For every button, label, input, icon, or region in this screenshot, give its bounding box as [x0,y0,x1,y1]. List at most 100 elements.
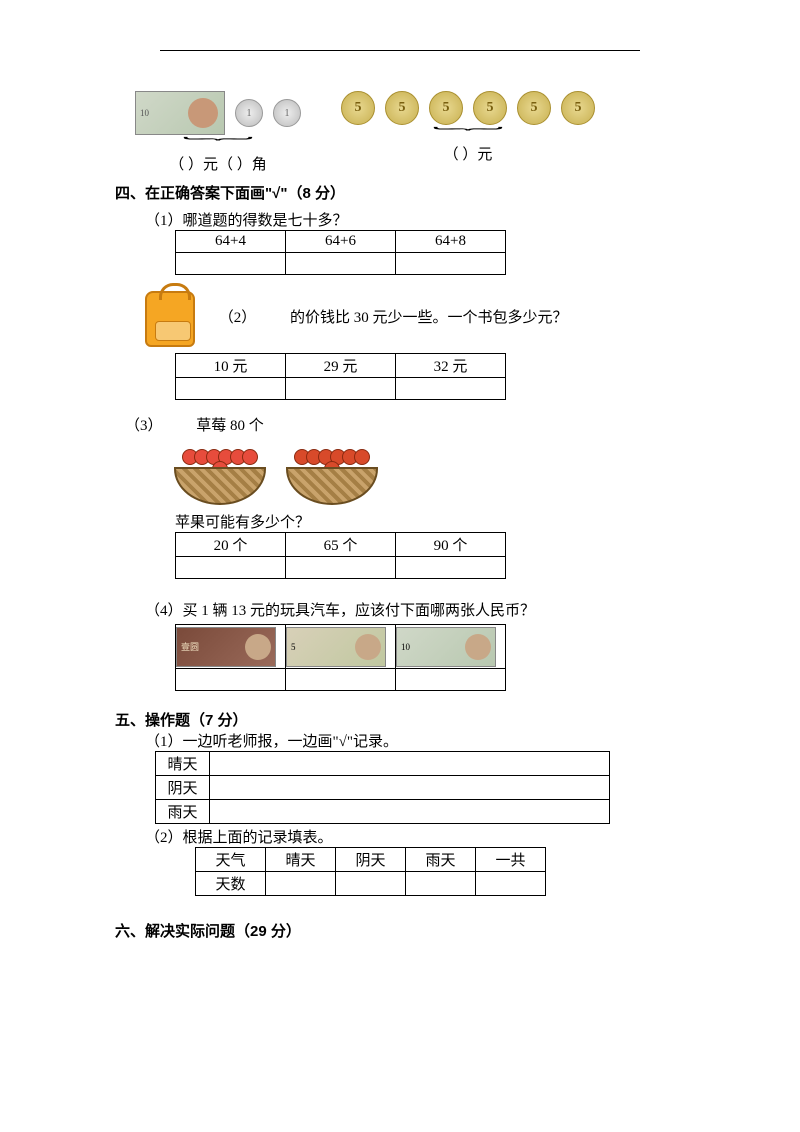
table-row: 20 个 65 个 90 个 [176,533,506,557]
bill-cell: 壹圆 [176,625,286,669]
coin-5-icon: 5 [341,91,375,125]
answer-cell[interactable] [286,557,396,579]
weather-summary-table: 天气 晴天 阴天 雨天 一共 天数 [195,847,546,896]
record-cell[interactable] [210,752,610,776]
bill-cell: 10 [396,625,506,669]
section-4-heading: 四、在正确答案下面画"√"（8 分） [115,182,685,203]
coin-5-icon: 5 [473,91,507,125]
opt-cell: 32 元 [396,354,506,378]
header-rule [160,50,640,51]
weather-label: 晴天 [156,752,210,776]
table-row: 64+4 64+6 64+8 [176,231,506,253]
section-6-heading: 六、解决实际问题（29 分） [115,920,685,941]
q4-2-table: 10 元 29 元 32 元 [175,353,506,400]
apple-basket-icon [282,435,382,505]
q5-1-text: （1）一边听老师报，一边画"√"记录。 [145,730,685,751]
coin-5-icon: 5 [561,91,595,125]
table-row [176,557,506,579]
q4-3-row: （3） 草莓 80 个 [125,414,685,505]
table-row: 阴天 [156,776,610,800]
weather-record-table: 晴天 阴天 雨天 [155,751,610,824]
money-group-right: 5 5 5 5 5 5 ︸ （ ）元 [341,91,595,174]
opt-cell: 64+8 [396,231,506,253]
answer-cell[interactable] [476,872,546,896]
table-row: 晴天 [156,752,610,776]
record-cell[interactable] [210,776,610,800]
answer-cell[interactable] [266,872,336,896]
table-row: 雨天 [156,800,610,824]
section-5-heading: 五、操作题（7 分） [115,709,685,730]
table-row: 天气 晴天 阴天 雨天 一共 [196,848,546,872]
header-cell: 天气 [196,848,266,872]
table-row [176,253,506,275]
banknote-5-icon: 5 [286,627,386,667]
answer-cell[interactable] [286,378,396,400]
q4-3-table: 20 个 65 个 90 个 [175,532,506,579]
answer-cell[interactable] [176,557,286,579]
answer-cell[interactable] [286,253,396,275]
banknote-10-icon: 10 [396,627,496,667]
header-cell: 阴天 [336,848,406,872]
coin-1-icon: 1 [235,99,263,127]
coin-5-icon: 5 [429,91,463,125]
answer-cell[interactable] [396,669,506,691]
banknote-1-icon: 壹圆 [176,627,276,667]
answer-cell[interactable] [396,378,506,400]
q4-1-table: 64+4 64+6 64+8 [175,230,506,275]
q4-2-row: （2） 的价钱比 30 元少一些。一个书包多少元？ [145,291,685,347]
opt-cell: 64+4 [176,231,286,253]
q4-2-prefix: （2） [219,310,257,326]
table-row: 壹圆 5 10 [176,625,506,669]
backpack-icon [145,291,195,347]
opt-cell: 20 个 [176,533,286,557]
q4-2-text: 的价钱比 30 元少一些。一个书包多少元？ [290,310,568,326]
brace-icon: ︸ [87,131,800,138]
answer-cell[interactable] [286,669,396,691]
answer-cell[interactable] [396,557,506,579]
table-row [176,669,506,691]
answer-cell[interactable] [176,669,286,691]
answer-cell[interactable] [176,253,286,275]
money-illustration-row: 10 1 1 ︸ （ ）元（ ）角 5 5 5 5 5 5 ︸ （ ）元 [135,91,685,174]
money-right-items: 5 5 5 5 5 5 [341,91,595,125]
row-label: 天数 [196,872,266,896]
answer-cell[interactable] [336,872,406,896]
opt-cell: 64+6 [286,231,396,253]
brace-icon: ︸ [0,141,467,148]
coin-1-icon: 1 [273,99,301,127]
opt-cell: 29 元 [286,354,396,378]
strawberry-basket-icon [170,435,270,505]
bill-label: 壹圆 [181,640,199,653]
q4-4-text: （4）买 1 辆 13 元的玩具汽车，应该付下面哪两张人民币？ [145,599,685,620]
money-left-items: 10 1 1 [135,91,301,135]
answer-cell[interactable] [406,872,476,896]
coin-5-icon: 5 [385,91,419,125]
banknote-10-label: 10 [140,108,149,118]
answer-cell[interactable] [396,253,506,275]
q4-4-table: 壹圆 5 10 [175,624,506,691]
table-row: 天数 [196,872,546,896]
q4-3-label: （3） [125,418,163,434]
header-cell: 雨天 [406,848,476,872]
table-row [176,378,506,400]
q4-1-text: （1）哪道题的得数是七十多？ [145,209,685,230]
opt-cell: 10 元 [176,354,286,378]
answer-cell[interactable] [176,378,286,400]
baskets-row [166,435,386,505]
banknote-10-icon: 10 [135,91,225,135]
header-cell: 晴天 [266,848,336,872]
header-cell: 一共 [476,848,546,872]
table-row: 10 元 29 元 32 元 [176,354,506,378]
opt-cell: 65 个 [286,533,396,557]
q4-3-top-text: 草莓 80 个 [196,414,386,435]
record-cell[interactable] [210,800,610,824]
bill-label: 10 [401,642,410,652]
coin-5-icon: 5 [517,91,551,125]
q4-3-question: 苹果可能有多少个？ [175,511,685,532]
weather-label: 阴天 [156,776,210,800]
fill-blank-left: （ ）元（ ）角 [169,153,267,174]
weather-label: 雨天 [156,800,210,824]
opt-cell: 90 个 [396,533,506,557]
q5-2-text: （2）根据上面的记录填表。 [145,826,685,847]
bill-label: 5 [291,642,296,652]
